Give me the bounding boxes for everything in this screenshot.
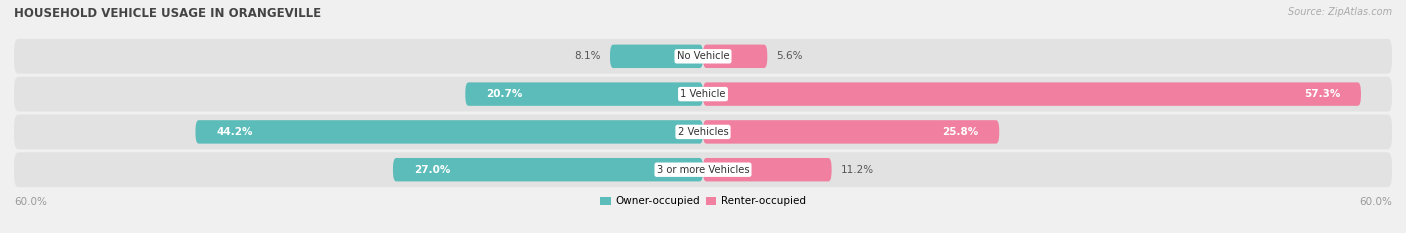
FancyBboxPatch shape (703, 82, 1361, 106)
Text: No Vehicle: No Vehicle (676, 51, 730, 61)
Text: 8.1%: 8.1% (574, 51, 600, 61)
Text: 5.6%: 5.6% (776, 51, 803, 61)
FancyBboxPatch shape (465, 82, 703, 106)
Text: 44.2%: 44.2% (217, 127, 253, 137)
FancyBboxPatch shape (14, 77, 1392, 112)
FancyBboxPatch shape (14, 114, 1392, 149)
Text: HOUSEHOLD VEHICLE USAGE IN ORANGEVILLE: HOUSEHOLD VEHICLE USAGE IN ORANGEVILLE (14, 7, 321, 20)
Text: 25.8%: 25.8% (942, 127, 979, 137)
Text: 60.0%: 60.0% (14, 197, 46, 207)
Text: 11.2%: 11.2% (841, 165, 875, 175)
Text: 3 or more Vehicles: 3 or more Vehicles (657, 165, 749, 175)
Text: 27.0%: 27.0% (413, 165, 450, 175)
Text: 2 Vehicles: 2 Vehicles (678, 127, 728, 137)
FancyBboxPatch shape (610, 45, 703, 68)
Text: 1 Vehicle: 1 Vehicle (681, 89, 725, 99)
FancyBboxPatch shape (14, 39, 1392, 74)
Legend: Owner-occupied, Renter-occupied: Owner-occupied, Renter-occupied (600, 196, 806, 206)
FancyBboxPatch shape (14, 152, 1392, 187)
Text: 57.3%: 57.3% (1303, 89, 1340, 99)
Text: Source: ZipAtlas.com: Source: ZipAtlas.com (1288, 7, 1392, 17)
Text: 20.7%: 20.7% (486, 89, 523, 99)
FancyBboxPatch shape (195, 120, 703, 144)
FancyBboxPatch shape (703, 120, 1000, 144)
FancyBboxPatch shape (703, 45, 768, 68)
Text: 60.0%: 60.0% (1360, 197, 1392, 207)
FancyBboxPatch shape (703, 158, 831, 182)
FancyBboxPatch shape (392, 158, 703, 182)
